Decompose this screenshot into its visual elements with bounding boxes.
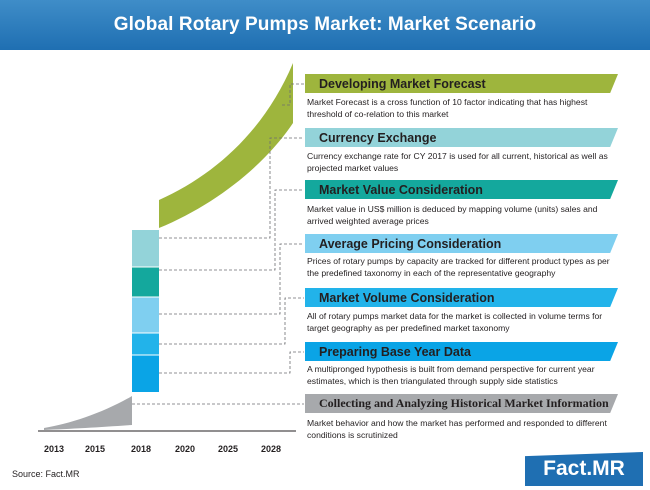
step-title: Developing Market Forecast [319, 76, 486, 91]
step-band-historical: Collecting and Analyzing Historical Mark… [305, 394, 618, 413]
market-scenario-graphic [38, 63, 304, 432]
header-banner: Global Rotary Pumps Market: Market Scena… [0, 0, 650, 50]
connector-volume [159, 297, 304, 345]
step-description: Prices of rotary pumps by capacity are t… [307, 256, 610, 278]
step-title: Average Pricing Consideration [319, 236, 502, 251]
step-title: Market Volume Consideration [319, 290, 495, 305]
year-label: 2015 [84, 444, 106, 454]
connector-pricing [159, 243, 304, 315]
column-base-year [132, 355, 159, 392]
timeline-years: 2013 2015 2018 2020 2025 2028 [0, 444, 320, 458]
step-description: All of rotary pumps market data for the … [307, 311, 603, 333]
page-title: Global Rotary Pumps Market: Market Scena… [113, 14, 537, 35]
source-note: Source: Fact.MR [12, 469, 80, 479]
step-band-base-year: Preparing Base Year Data [305, 342, 618, 361]
step-title: Preparing Base Year Data [319, 344, 471, 359]
step-band-currency: Currency Exchange [305, 128, 618, 147]
historical-segment [44, 396, 132, 430]
connector-market-value [159, 189, 304, 271]
step-title: Collecting and Analyzing Historical Mark… [319, 396, 609, 410]
logo-text: Fact.MR [543, 457, 625, 480]
year-label: 2018 [130, 444, 152, 454]
connector-forecast [282, 83, 304, 106]
step-title: Currency Exchange [319, 130, 437, 145]
column-average-pricing [132, 297, 159, 333]
connector-currency [159, 137, 304, 239]
step-description: Market behavior and how the market has p… [307, 418, 607, 440]
step-band-volume: Market Volume Consideration [305, 288, 618, 307]
connector-base-year [159, 351, 304, 374]
factmr-logo: Fact.MR [525, 452, 643, 486]
step-description: Market value in US$ million is deduced b… [307, 204, 598, 226]
step-description: A multipronged hypothesis is built from … [307, 364, 595, 386]
column-market-value [132, 267, 159, 297]
forecast-segment [159, 63, 293, 228]
column-market-volume [132, 333, 159, 355]
column-currency-exchange [132, 230, 159, 267]
year-label: 2025 [217, 444, 239, 454]
year-label: 2013 [43, 444, 65, 454]
step-description: Currency exchange rate for CY 2017 is us… [307, 151, 608, 173]
year-label: 2020 [174, 444, 196, 454]
year-label: 2028 [260, 444, 282, 454]
step-description: Market Forecast is a cross function of 1… [307, 97, 588, 119]
step-band-pricing: Average Pricing Consideration [305, 234, 618, 253]
step-band-market-value: Market Value Consideration [305, 180, 618, 199]
step-band-forecast: Developing Market Forecast [305, 74, 618, 93]
step-title: Market Value Consideration [319, 182, 483, 197]
